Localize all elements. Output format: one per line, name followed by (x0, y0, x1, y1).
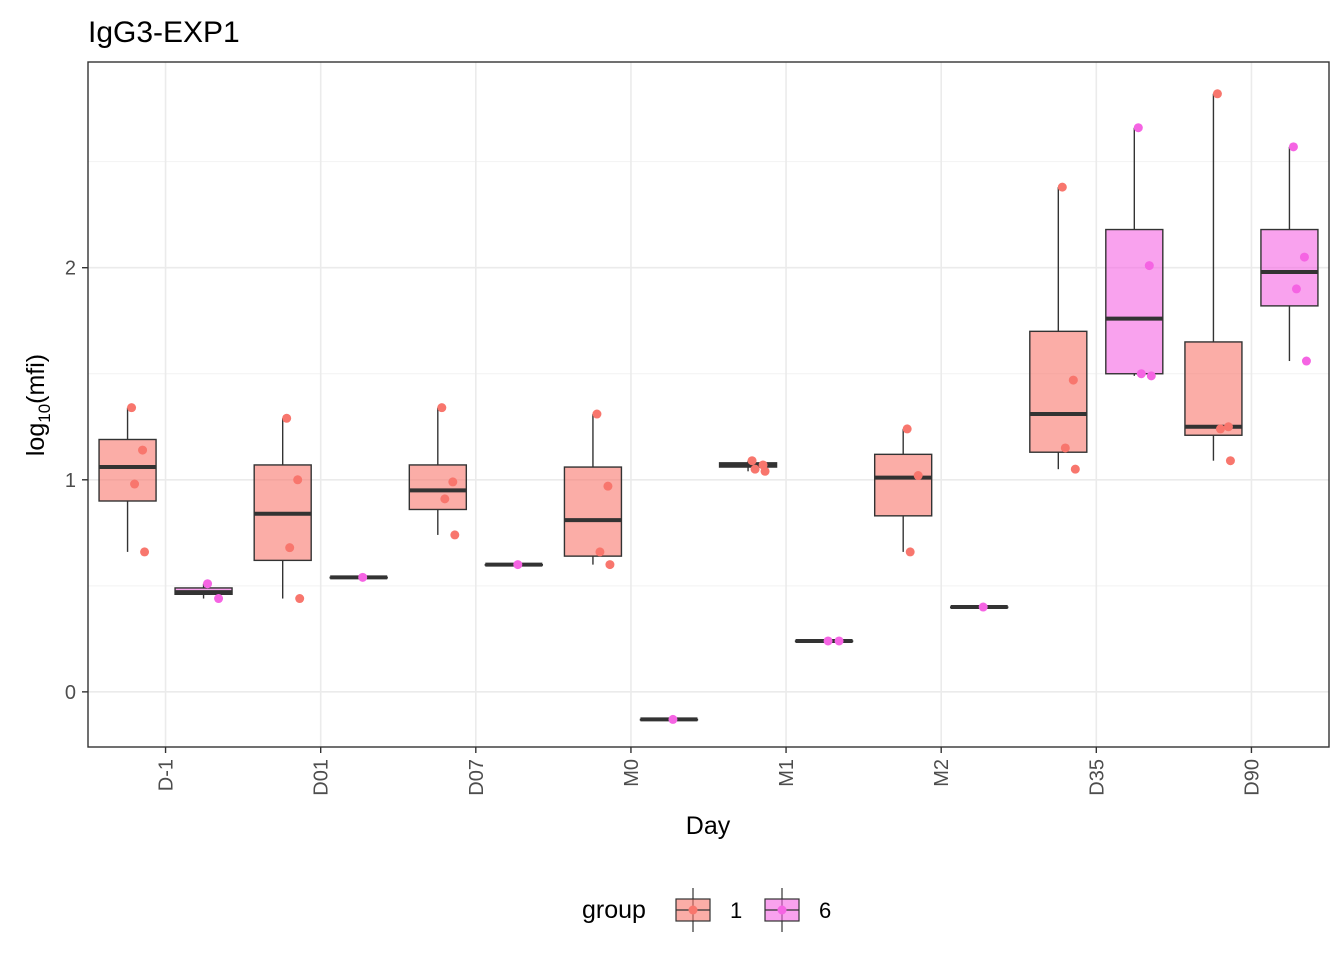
data-point (747, 456, 757, 466)
box-group-1-D07 (408, 407, 468, 535)
data-point (285, 543, 295, 553)
data-point (834, 636, 844, 646)
data-point (1291, 284, 1301, 294)
legend-key-6: 6 (764, 888, 831, 932)
box-group-1-M2 (873, 428, 933, 552)
data-point (140, 547, 150, 557)
box (408, 464, 468, 511)
box-group-6-D90 (1260, 146, 1319, 362)
data-point (1068, 375, 1078, 385)
data-point (450, 530, 460, 540)
x-axis-title: Day (686, 812, 731, 840)
data-point (448, 477, 458, 487)
data-point (668, 714, 678, 724)
y-axis-title-sub: 10 (35, 404, 54, 423)
legend-label: 1 (730, 898, 742, 923)
axis-layer: 0 1 2 D-1 D01 D07 M0 M1 M2 D35 D90 (65, 258, 1264, 796)
data-point (1299, 252, 1309, 262)
x-tick-label: D35 (1086, 759, 1108, 796)
data-point (1212, 89, 1222, 99)
y-tick-label: 1 (65, 470, 76, 492)
data-point (358, 572, 368, 582)
box (1184, 341, 1243, 436)
box-layer (98, 93, 1319, 722)
y-axis-title-paren: (mfi) (22, 354, 50, 404)
data-point (1146, 371, 1156, 381)
box-group-1-D90 (1184, 93, 1243, 461)
point-layer (127, 89, 1311, 724)
data-point (978, 602, 988, 612)
box (1105, 228, 1164, 375)
panel-border (87, 61, 1330, 748)
data-point (605, 560, 615, 570)
data-point (603, 481, 613, 491)
y-tick-label: 0 (65, 682, 76, 704)
box (1029, 330, 1088, 453)
data-point (1070, 464, 1080, 474)
plot-panel (88, 62, 1329, 747)
data-point (595, 547, 605, 557)
box-group-1-M0 (563, 414, 623, 565)
x-tick-label: D07 (466, 759, 488, 796)
data-point (913, 471, 923, 481)
data-point (214, 594, 224, 604)
data-point (1133, 123, 1143, 133)
data-point (282, 413, 292, 423)
box (1260, 228, 1319, 307)
box-group-1-D35 (1029, 187, 1088, 470)
legend-title: group (582, 896, 646, 924)
data-point (1136, 369, 1146, 379)
data-point (440, 494, 450, 504)
box (563, 466, 623, 557)
data-point (513, 560, 523, 570)
data-point (1144, 261, 1154, 271)
x-tick-label: M1 (776, 759, 798, 787)
data-point (1215, 424, 1225, 434)
y-tick-label: 2 (65, 258, 76, 280)
data-point (1225, 456, 1235, 466)
data-point (295, 594, 305, 604)
data-point (1288, 142, 1298, 152)
data-point (138, 445, 148, 455)
legend-label: 6 (819, 898, 831, 923)
x-tick-label: D01 (311, 759, 333, 796)
data-point (823, 636, 833, 646)
data-point (1057, 182, 1067, 192)
data-point (437, 403, 447, 413)
data-point (130, 479, 140, 489)
box-group-6-D35 (1105, 127, 1164, 376)
data-point (750, 464, 760, 474)
grid-layer (88, 62, 1329, 747)
data-point (127, 403, 137, 413)
y-axis-title-main: log (22, 423, 50, 456)
chart-title: IgG3-EXP1 (88, 16, 240, 49)
data-point (592, 409, 602, 419)
box (873, 453, 933, 517)
data-point (1301, 356, 1311, 366)
x-tick-label: M2 (931, 759, 953, 787)
data-point (293, 475, 303, 485)
x-tick-label: M0 (621, 759, 643, 787)
legend-key-1: 1 (675, 888, 742, 932)
data-point (905, 547, 915, 557)
x-tick-label: D-1 (156, 759, 178, 791)
data-point (203, 579, 213, 589)
x-tick-label: D90 (1241, 759, 1263, 796)
legend-point (688, 905, 698, 915)
y-axis-title: log10(mfi) (22, 354, 54, 456)
data-point (902, 424, 912, 434)
data-point (760, 466, 770, 476)
box (98, 438, 157, 502)
data-point (1223, 422, 1233, 432)
legend-point (777, 905, 787, 915)
data-point (1060, 443, 1070, 453)
